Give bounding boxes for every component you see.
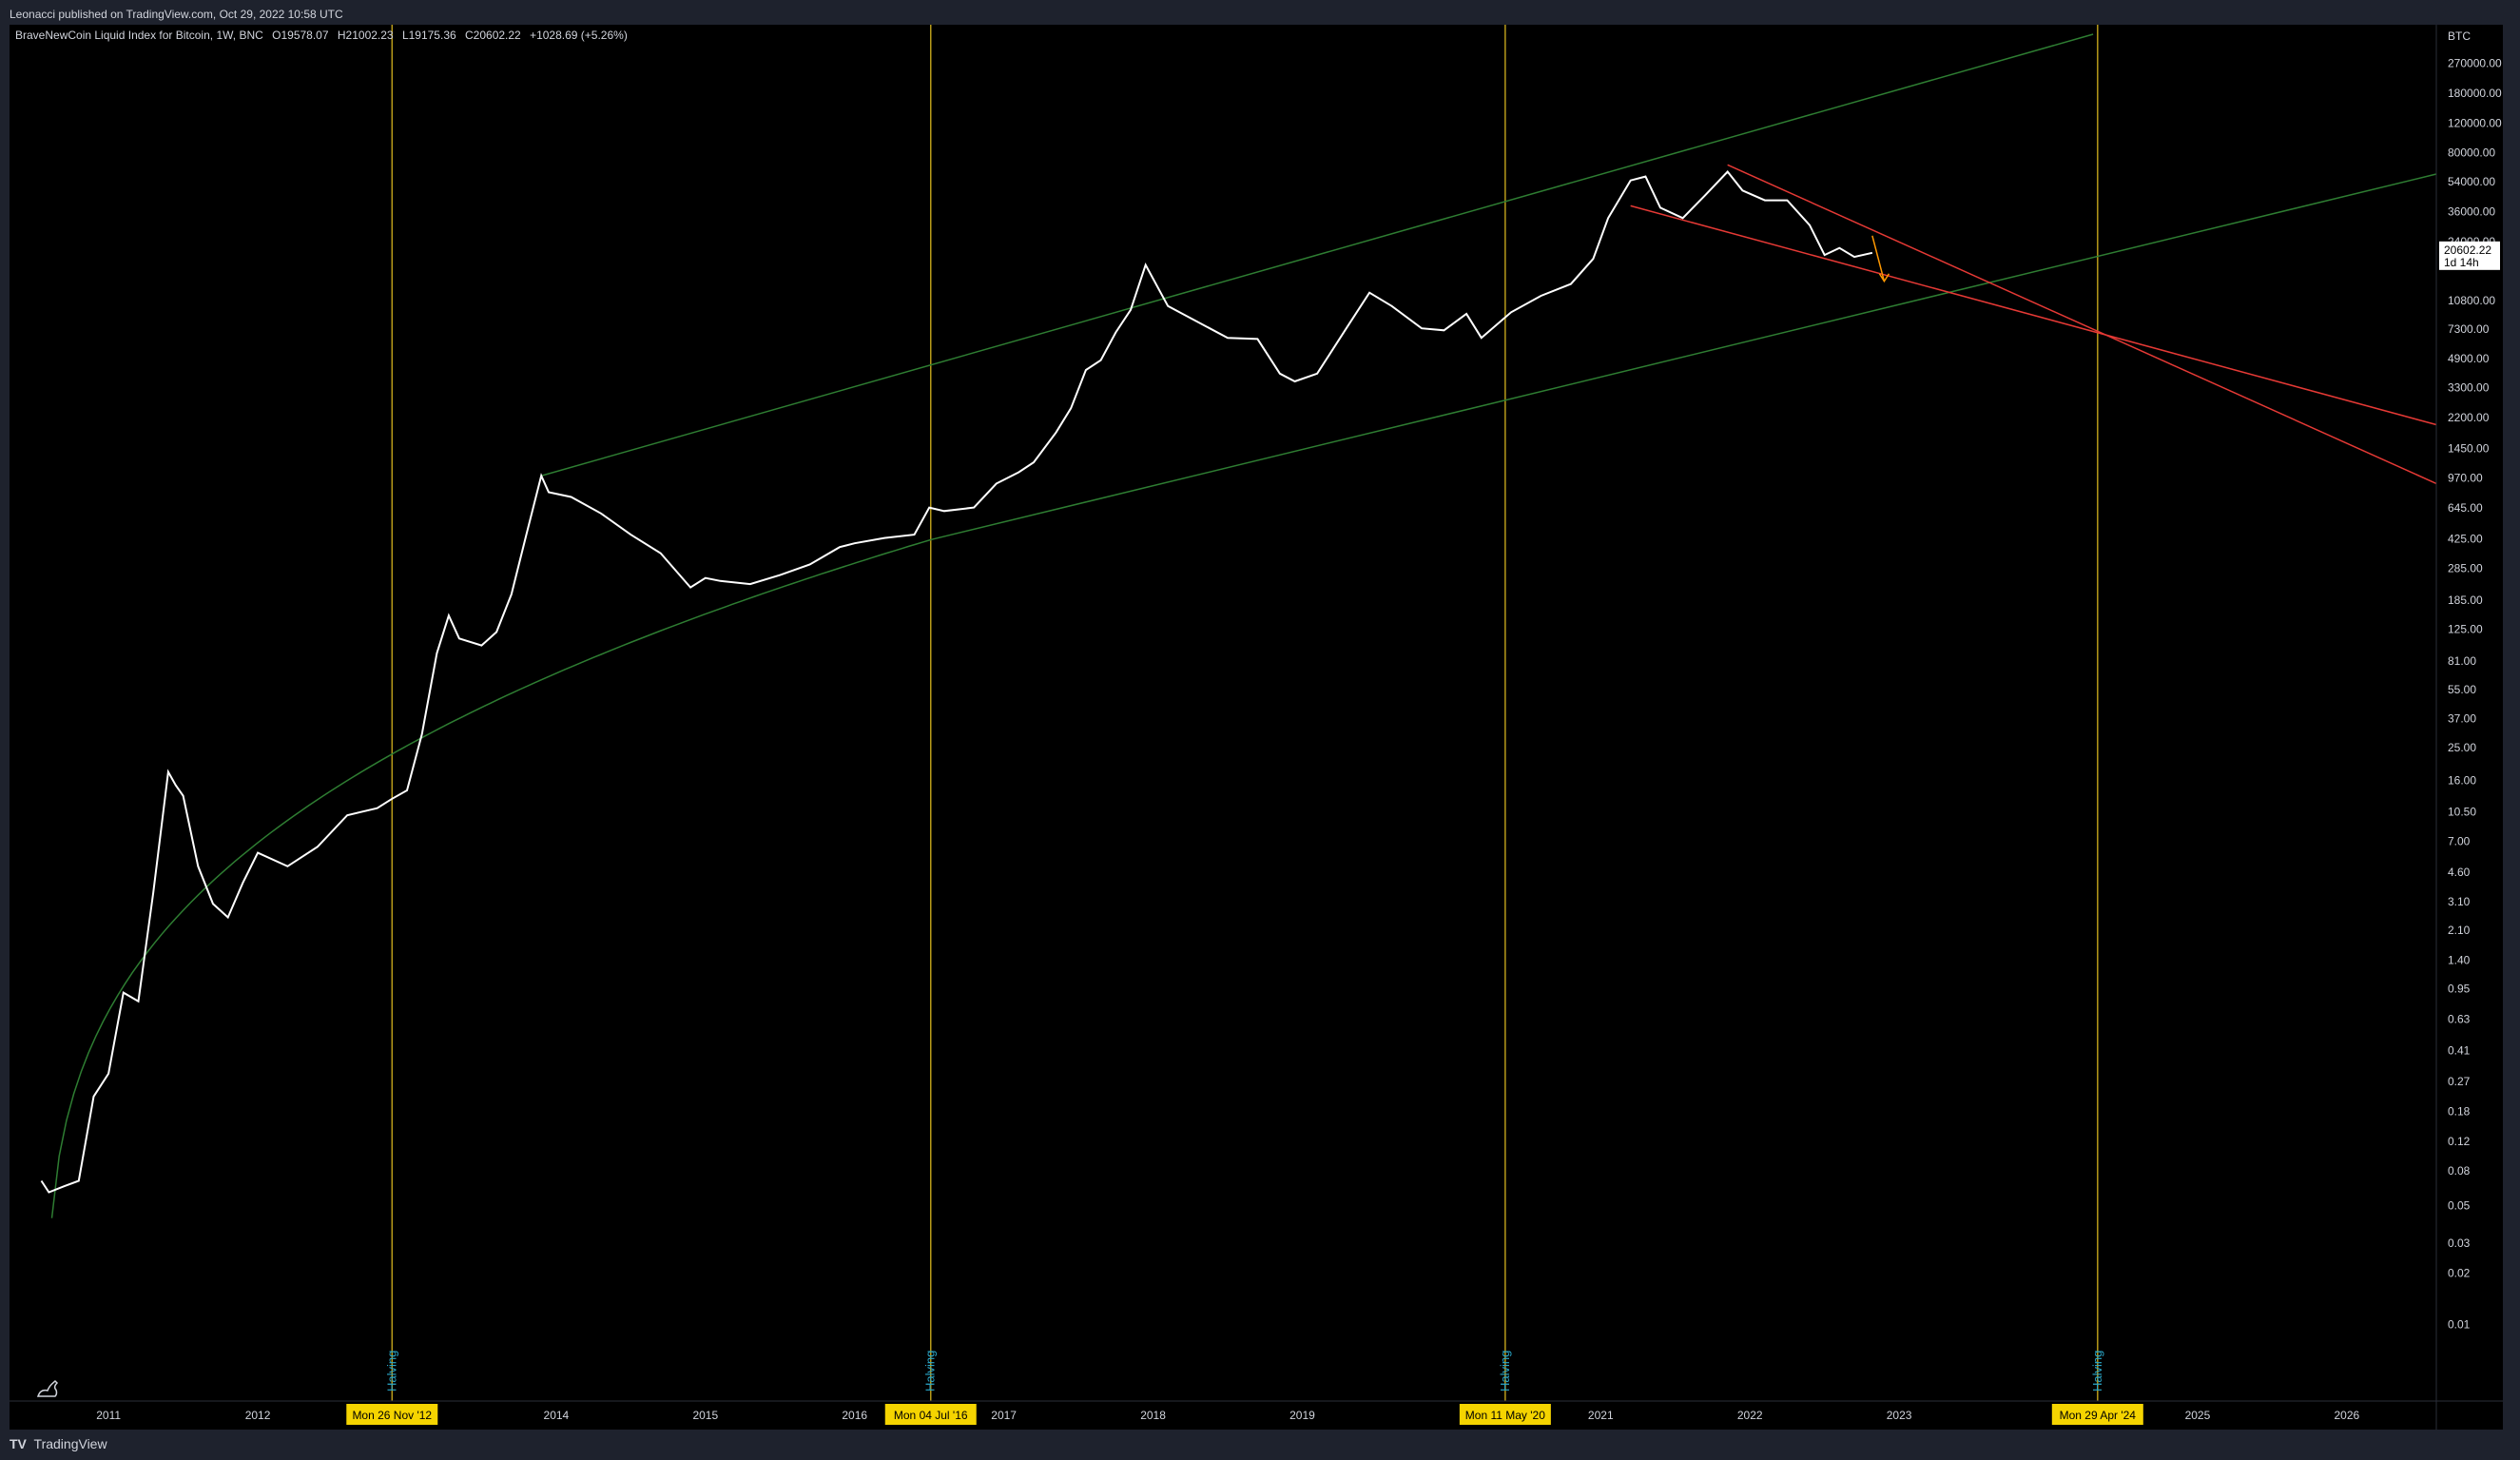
time-tick-label: 2017: [991, 1409, 1017, 1422]
legend-symbol: BraveNewCoin Liquid Index for Bitcoin, 1…: [15, 29, 263, 42]
legend-close: C20602.22: [465, 29, 521, 42]
price-tick-label: 0.95: [2448, 982, 2471, 995]
time-tick-label: 2019: [1289, 1409, 1315, 1422]
halving-label: Halving: [923, 1351, 938, 1392]
price-chart[interactable]: Halving Halving Halving Halving BTC 270000.…: [10, 25, 2503, 1430]
price-axis-currency: BTC: [2448, 29, 2471, 43]
last-price-badge: [2439, 241, 2500, 270]
halving-date-label: Mon 29 Apr '24: [2060, 1409, 2137, 1422]
halving-label: Halving: [384, 1351, 398, 1392]
price-tick-label: 970.00: [2448, 472, 2483, 485]
price-tick-label: 120000.00: [2448, 116, 2502, 129]
price-tick-label: 0.05: [2448, 1199, 2471, 1213]
price-tick-label: 0.63: [2448, 1012, 2471, 1025]
price-tick-label: 0.27: [2448, 1075, 2471, 1088]
time-tick-label: 2026: [2335, 1409, 2360, 1422]
halving-label: Halving: [1498, 1351, 1512, 1392]
time-tick-label: 2023: [1887, 1409, 1912, 1422]
price-tick-label: 425.00: [2448, 533, 2483, 546]
price-tick-label: 7.00: [2448, 835, 2471, 848]
chart-frame[interactable]: Halving Halving Halving Halving BTC 270000.…: [10, 25, 2503, 1430]
price-tick-label: 25.00: [2448, 741, 2476, 754]
upper-channel-line: [540, 33, 2094, 477]
projection-arrow-head: [1878, 273, 1890, 283]
last-price-countdown: 1d 14h: [2444, 256, 2479, 269]
price-tick-label: 0.18: [2448, 1104, 2471, 1118]
price-tick-label: 80000.00: [2448, 146, 2495, 160]
lower-channel-line: [930, 173, 2437, 541]
halving-date-label: Mon 11 May '20: [1465, 1409, 1545, 1422]
price-tick-label: 0.41: [2448, 1044, 2471, 1058]
price-tick-label: 0.03: [2448, 1236, 2471, 1250]
dragon-icon[interactable]: [34, 1373, 63, 1402]
time-tick-label: 2021: [1588, 1409, 1614, 1422]
chart-background: [10, 25, 2503, 1430]
tradingview-logo-icon[interactable]: TV: [10, 1436, 27, 1451]
time-tick-label: 2018: [1140, 1409, 1166, 1422]
price-tick-label: 54000.00: [2448, 175, 2495, 188]
halving-date-badge: [1459, 1404, 1551, 1425]
price-tick-label: 285.00: [2448, 561, 2483, 574]
footer: TV TradingView: [10, 1432, 107, 1455]
price-series-line: [40, 169, 1873, 1194]
price-tick-label: 0.12: [2448, 1135, 2471, 1148]
price-tick-label: 1450.00: [2448, 441, 2490, 455]
price-tick-label: 81.00: [2448, 654, 2476, 668]
price-tick-label: 180000.00: [2448, 87, 2502, 100]
price-tick-label: 10.50: [2448, 805, 2476, 818]
price-tick-label: 7300.00: [2448, 322, 2490, 336]
price-tick-label: 4900.00: [2448, 352, 2490, 365]
price-tick-label: 645.00: [2448, 501, 2483, 515]
price-tick-label: 16.00: [2448, 774, 2476, 788]
price-tick-label: 270000.00: [2448, 56, 2502, 69]
legend-high: H21002.23: [337, 29, 394, 42]
halving-date-badge: [884, 1404, 977, 1425]
price-tick-label: 10800.00: [2448, 294, 2495, 307]
legend-open: O19578.07: [272, 29, 329, 42]
halving-date-badge: [2051, 1404, 2143, 1425]
price-tick-label: 4.60: [2448, 866, 2471, 879]
time-tick-label: 2022: [1737, 1409, 1763, 1422]
price-tick-label: 2200.00: [2448, 411, 2490, 424]
symbol-legend[interactable]: BraveNewCoin Liquid Index for Bitcoin, 1…: [15, 29, 633, 42]
time-tick-label: 2011: [96, 1409, 121, 1422]
price-tick-label: 185.00: [2448, 594, 2483, 607]
price-tick-label: 37.00: [2448, 712, 2476, 726]
price-tick-label: 36000.00: [2448, 205, 2495, 219]
log-growth-curve: [50, 538, 931, 1218]
time-tick-label: 2016: [842, 1409, 867, 1422]
lower-wedge-line: [1630, 204, 2437, 426]
legend-change: +1028.69 (+5.26%): [530, 29, 628, 42]
time-tick-label: 2015: [692, 1409, 718, 1422]
halving-date-label: Mon 04 Jul '16: [894, 1409, 968, 1422]
halving-date-label: Mon 26 Nov '12: [352, 1409, 432, 1422]
price-tick-label: 0.01: [2448, 1317, 2471, 1331]
price-tick-label: 125.00: [2448, 622, 2483, 635]
price-tick-label: 1.40: [2448, 953, 2471, 966]
price-tick-label: 3.10: [2448, 895, 2471, 908]
price-tick-label: 55.00: [2448, 683, 2476, 696]
projection-arrow: [1871, 235, 1886, 282]
time-tick-label: 2014: [544, 1409, 570, 1422]
publish-header: Leonacci published on TradingView.com, O…: [10, 8, 343, 21]
halving-date-badge: [346, 1404, 438, 1425]
upper-wedge-line: [1727, 164, 2437, 485]
last-price-label: 20602.22: [2444, 243, 2491, 257]
time-tick-label: 2025: [2185, 1409, 2211, 1422]
price-tick-label: 0.02: [2448, 1267, 2471, 1280]
price-tick-label: 0.08: [2448, 1164, 2471, 1178]
halving-label: Halving: [2090, 1351, 2104, 1392]
footer-brand[interactable]: TradingView: [33, 1436, 107, 1451]
time-tick-label: 2012: [245, 1409, 271, 1422]
price-tick-label: 2.10: [2448, 924, 2471, 937]
legend-low: L19175.36: [401, 29, 456, 42]
price-tick-label: 3300.00: [2448, 381, 2490, 395]
